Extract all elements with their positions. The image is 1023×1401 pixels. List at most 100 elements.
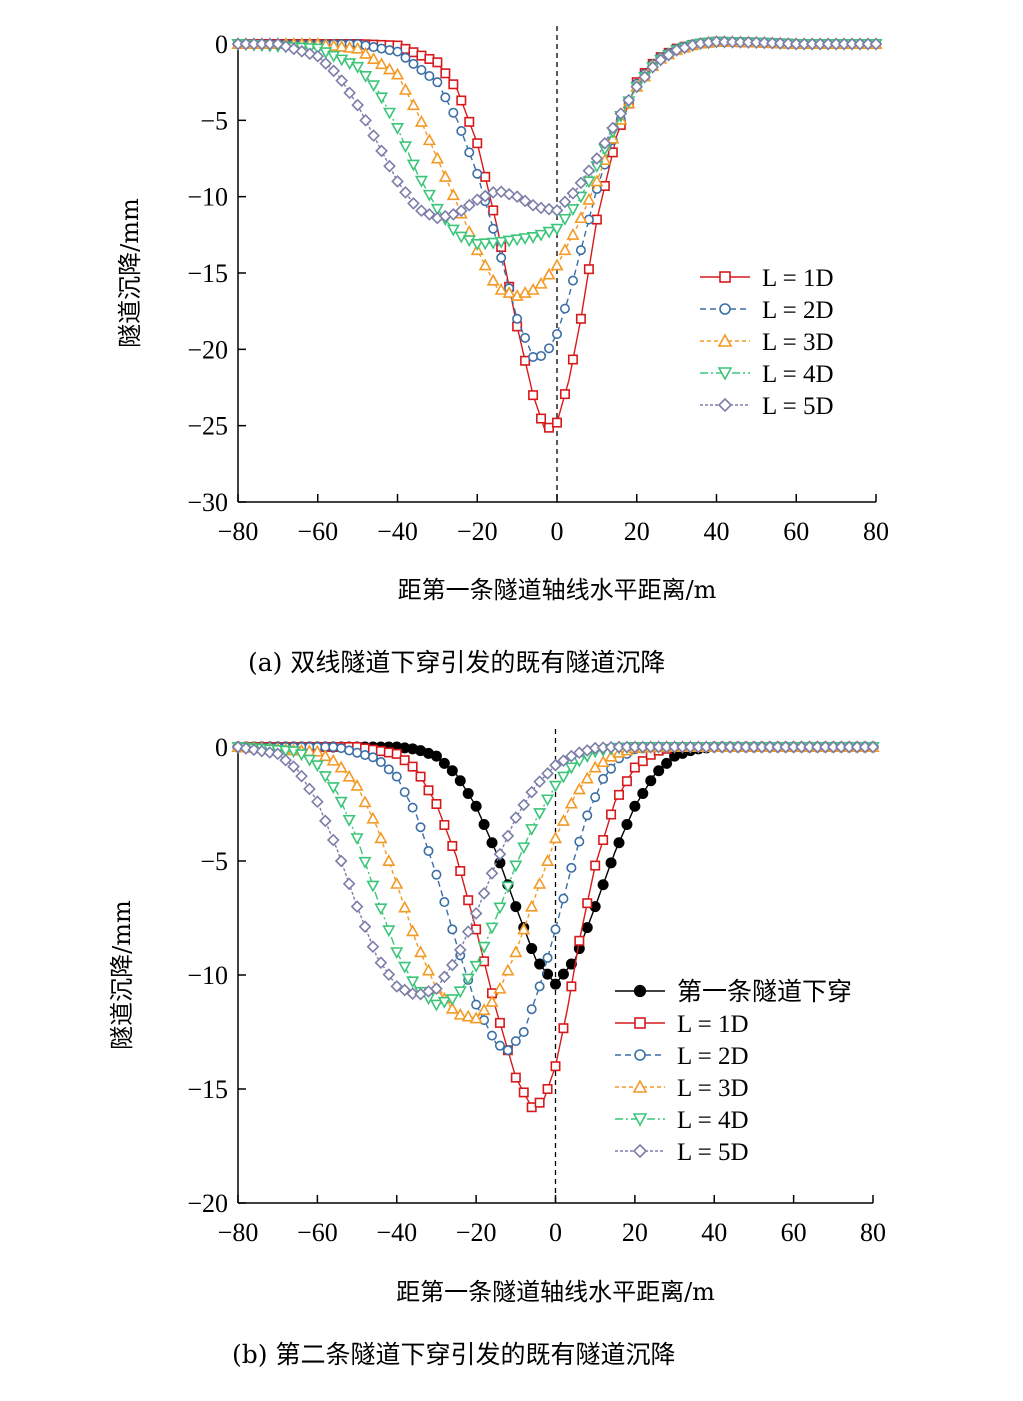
data-point (455, 866, 466, 877)
data-point (488, 223, 499, 234)
x-tick-label: 20 (622, 1218, 648, 1247)
data-point (342, 877, 356, 891)
data-point (750, 36, 763, 49)
data-point (448, 107, 459, 118)
data-point (558, 243, 572, 256)
chart-settlement-both-tunnels: −80 −60 −40 −20 0 20 40 60 80 0 −5 −10 −15 −20 −25 −30 距… (116, 26, 889, 604)
data-point (350, 900, 364, 913)
data-point (310, 760, 324, 773)
data-point (335, 39, 349, 52)
data-point (520, 355, 531, 366)
data-point (742, 35, 755, 49)
data-point (590, 152, 604, 165)
data-point (566, 227, 580, 240)
data-point (486, 1030, 497, 1041)
data-point (485, 995, 499, 1007)
data-point (398, 961, 412, 974)
data-point (469, 1011, 483, 1024)
data-point (407, 802, 418, 813)
data-point (510, 190, 524, 203)
data-point (581, 922, 593, 934)
data-point (374, 57, 389, 70)
data-point (550, 223, 564, 236)
data-point (526, 282, 540, 295)
x-tick-label: 40 (701, 1218, 727, 1247)
data-point (550, 924, 561, 935)
data-point (470, 800, 482, 812)
data-point (414, 115, 428, 127)
data-point (350, 778, 364, 791)
data-point (485, 866, 499, 880)
data-point (629, 762, 640, 773)
data-point (518, 1087, 529, 1098)
data-point (758, 36, 771, 50)
legend-marker (632, 1079, 648, 1093)
data-point (351, 61, 365, 74)
data-point (606, 809, 617, 820)
data-point (439, 897, 450, 908)
data-point (406, 159, 421, 172)
data-point (382, 854, 396, 867)
data-point (558, 213, 572, 226)
data-point (376, 43, 387, 54)
data-point (590, 792, 601, 803)
data-point (438, 169, 452, 182)
data-point (548, 780, 563, 793)
data-point (445, 958, 459, 972)
legend-label: L = 1D (762, 265, 834, 292)
data-point (550, 978, 561, 990)
data-point (287, 760, 300, 773)
data-point (654, 53, 668, 67)
legend-label: L = 2D (762, 297, 834, 324)
y-axis-label: 隧道沉降/mm (116, 198, 144, 348)
data-point (406, 987, 419, 1001)
data-point (501, 829, 515, 843)
data-point (572, 782, 586, 795)
data-point (496, 252, 507, 263)
y-tick-label: −5 (200, 847, 228, 876)
data-point (566, 204, 580, 217)
data-point (710, 35, 723, 49)
data-point (549, 758, 562, 772)
data-point (374, 956, 388, 970)
data-point (551, 417, 562, 428)
data-point (247, 743, 261, 757)
data-point (630, 80, 644, 94)
legend-label: L = 2D (677, 1043, 749, 1070)
y-tick-label: 0 (215, 30, 228, 59)
data-point (551, 329, 562, 340)
data-point (414, 175, 428, 188)
data-point (494, 236, 508, 249)
data-point (336, 743, 347, 754)
data-point (422, 133, 436, 146)
data-point (328, 741, 339, 752)
data-point (350, 833, 364, 846)
data-point (493, 902, 507, 915)
data-point (318, 771, 332, 784)
data-point (512, 313, 523, 324)
data-point (295, 769, 308, 783)
x-tick-label: −20 (456, 1218, 497, 1247)
data-point (597, 879, 609, 891)
x-tick-label: −80 (218, 1218, 259, 1247)
data-point (559, 303, 570, 314)
data-point (557, 754, 570, 768)
data-point (359, 114, 372, 127)
x-tick-label: 20 (624, 517, 650, 546)
data-point (366, 880, 380, 893)
data-point (574, 211, 588, 224)
data-point (638, 70, 652, 84)
data-point (718, 35, 731, 49)
data-point (438, 970, 451, 984)
data-point (866, 740, 880, 754)
data-point (564, 762, 578, 775)
data-point (541, 767, 554, 780)
data-point (406, 98, 421, 111)
data-point (502, 187, 516, 201)
x-tick-label: −80 (218, 517, 259, 546)
data-point (400, 43, 411, 54)
data-point (424, 71, 435, 82)
data-point (558, 195, 572, 209)
data-point (501, 881, 515, 894)
